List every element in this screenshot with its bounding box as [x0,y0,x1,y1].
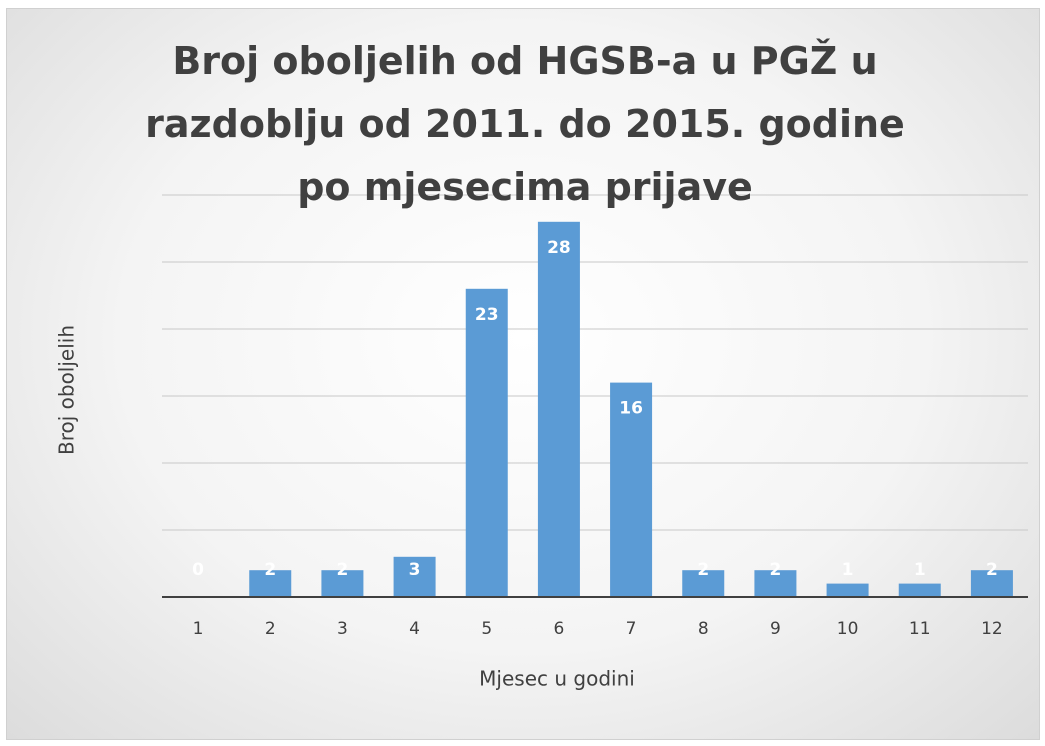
bar [393,556,436,597]
data-label: 2 [264,560,276,580]
x-tick-label: 8 [698,619,709,639]
bar [465,288,508,597]
bar [321,570,364,597]
data-label: 2 [697,560,709,580]
y-axis-label: Broj oboljelih [55,325,79,455]
data-label: 2 [986,560,998,580]
bar [249,570,292,597]
x-tick-label: 6 [554,619,565,639]
x-tick-label: 1 [193,619,204,639]
bar [610,382,653,597]
bar [754,570,797,597]
x-tick-label: 12 [981,619,1003,639]
x-tick-label: 4 [409,619,420,639]
x-tick-label: 9 [770,619,781,639]
data-label: 0 [192,560,204,580]
data-label: 1 [914,560,926,580]
data-label: 28 [547,238,571,258]
chart-area [6,8,1040,740]
data-label: 1 [842,560,854,580]
bar [682,570,725,597]
x-tick-label: 2 [265,619,276,639]
x-tick-label: 10 [837,619,859,639]
x-tick-label: 11 [909,619,931,639]
chart-title: Broj oboljelih od HGSB-a u PGŽ u razdobl… [145,39,905,209]
x-axis-label: Mjesec u godini [479,667,635,691]
data-label: 2 [336,560,348,580]
x-tick-label: 7 [626,619,637,639]
data-label: 16 [619,399,643,419]
data-label: 23 [475,305,499,325]
bar [970,570,1013,597]
bar [826,583,869,597]
data-label: 3 [409,560,421,580]
bar [898,583,941,597]
bar [537,221,580,598]
data-label: 2 [769,560,781,580]
x-tick-label: 3 [337,619,348,639]
x-tick-label: 5 [481,619,492,639]
